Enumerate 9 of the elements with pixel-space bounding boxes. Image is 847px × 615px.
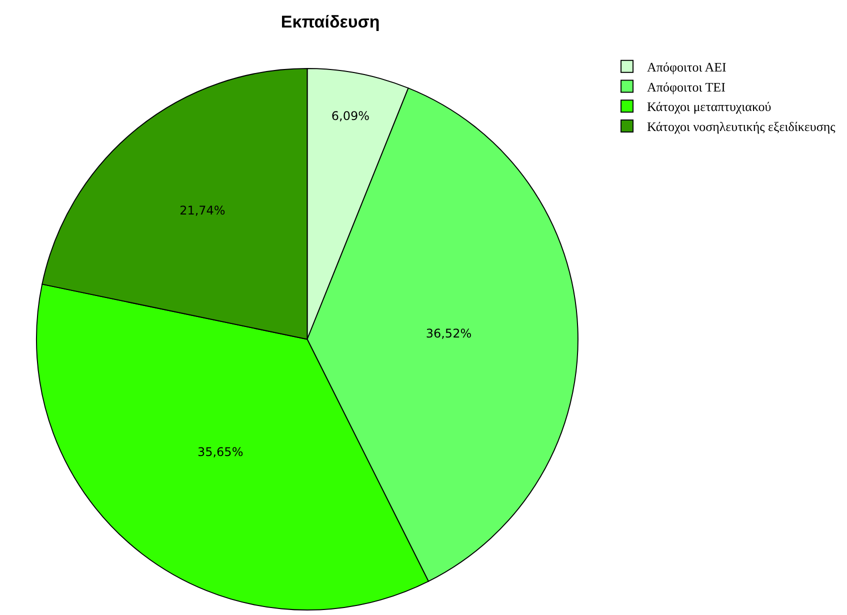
data-label: 21,74% [180,203,226,218]
data-label: 6,09% [331,108,370,123]
data-label: 36,52% [426,326,472,340]
legend-label: Απόφοιτοι ΑΕΙ [647,59,726,74]
legend-label: Απόφοιτοι ΤΕΙ [647,79,726,94]
legend-label: Κάτοχοι μεταπτυχιακού [647,99,772,114]
data-label: 35,65% [197,445,244,460]
chart-title: Εκπαίδευση [280,12,380,32]
legend-label: Κάτοχοι νοσηλευτικής εξειδίκευσης [647,119,836,134]
